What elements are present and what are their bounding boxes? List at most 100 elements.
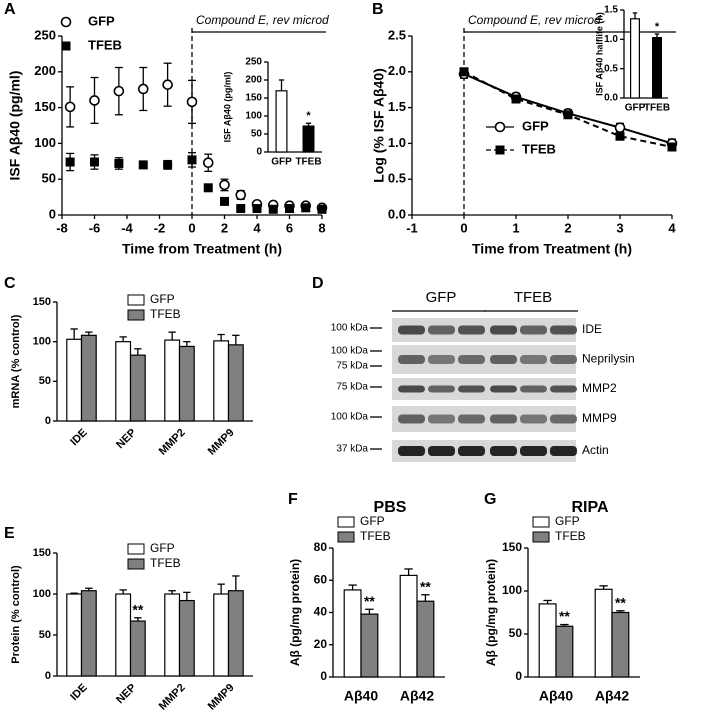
bar — [651, 36, 662, 99]
legend-label: GFP — [88, 13, 115, 28]
panel-letter: G — [484, 491, 496, 508]
legend-label: TFEB — [150, 307, 181, 321]
y-tick-label: 200 — [34, 63, 56, 78]
marker — [268, 204, 278, 214]
blot-marker: 100 kDa — [331, 323, 369, 334]
bar — [629, 18, 640, 99]
y-axis-label: ISF Aβ40 (pg/ml) — [7, 71, 23, 181]
blot-band — [398, 385, 425, 393]
legend-swatch — [127, 543, 145, 555]
blot-band — [490, 355, 517, 364]
x-tick-label: 8 — [318, 220, 325, 235]
y-tick-label: 100 — [33, 588, 51, 600]
bar — [360, 613, 379, 678]
x-tick-label: GFP — [271, 157, 292, 168]
bar — [538, 603, 557, 678]
y-tick-label: 0.5 — [604, 63, 618, 74]
blot-group-label: TFEB — [514, 289, 552, 306]
significance: ** — [615, 594, 626, 610]
x-tick-label: -6 — [89, 220, 101, 235]
y-tick-label: 150 — [245, 93, 262, 104]
y-tick-label: 2.0 — [388, 63, 406, 78]
bar — [213, 340, 230, 422]
blot-band — [550, 355, 577, 364]
legend-label: GFP — [522, 118, 549, 133]
x-tick-label: 0 — [188, 220, 195, 235]
marker — [90, 157, 99, 167]
bar — [178, 345, 195, 422]
panel-letter: D — [312, 275, 324, 292]
x-tick-label: 4 — [668, 220, 676, 235]
y-axis-label: Aβ (pg/mg protein) — [484, 559, 498, 666]
panel-letter: E — [4, 525, 15, 542]
y-tick-label: 0 — [320, 669, 327, 683]
marker — [65, 157, 75, 167]
significance: ** — [132, 601, 143, 617]
y-tick-label: 0 — [49, 206, 56, 221]
panel-letter: F — [288, 491, 298, 508]
x-tick-label: GFP — [625, 103, 646, 114]
x-axis-label: Time from Treatment (h) — [472, 241, 632, 257]
x-tick-label: Aβ42 — [400, 688, 434, 704]
blot-band — [550, 446, 577, 456]
bar — [164, 593, 181, 677]
bar — [275, 90, 288, 153]
y-tick-label: 40 — [314, 605, 328, 619]
bar — [594, 588, 613, 678]
blot-band — [520, 414, 547, 424]
bar — [555, 625, 574, 678]
y-tick-label: 0 — [45, 415, 51, 427]
x-tick-label: -1 — [406, 220, 418, 235]
marker — [667, 142, 677, 152]
marker — [203, 183, 213, 193]
x-tick-label: Aβ40 — [344, 688, 378, 704]
x-tick-label: 3 — [616, 220, 623, 235]
y-tick-label: 100 — [502, 583, 522, 597]
blot-band — [428, 385, 455, 393]
legend-marker — [495, 145, 505, 155]
legend-marker — [60, 16, 72, 28]
annotation: Compound E, rev microd — [196, 13, 329, 27]
y-tick-label: 100 — [33, 336, 51, 348]
marker — [137, 83, 149, 95]
x-tick-label: 2 — [564, 220, 571, 235]
legend-swatch — [127, 309, 145, 321]
x-tick-label: NEP — [114, 682, 138, 706]
marker — [202, 157, 214, 169]
bar — [302, 125, 315, 153]
significance: ** — [559, 608, 570, 624]
blot-band — [550, 385, 577, 393]
y-tick-label: 150 — [34, 99, 56, 114]
legend-label: TFEB — [150, 556, 181, 570]
y-tick-label: 80 — [314, 540, 328, 554]
x-tick-label: TFEB — [644, 103, 670, 114]
bar — [164, 339, 181, 422]
marker — [235, 189, 247, 201]
x-tick-label: TFEB — [295, 157, 321, 168]
marker — [186, 96, 198, 108]
y-tick-label: 250 — [34, 27, 56, 42]
y-tick-label: 150 — [33, 296, 51, 308]
legend-label: TFEB — [555, 529, 586, 543]
bar — [399, 574, 418, 678]
marker — [252, 204, 262, 214]
legend-label: GFP — [150, 541, 175, 555]
legend-swatch — [337, 516, 355, 528]
blot-band — [428, 355, 455, 364]
y-tick-label: 0.5 — [388, 171, 406, 186]
bar — [129, 620, 146, 677]
x-tick-label: 0 — [460, 220, 467, 235]
bar — [80, 590, 97, 677]
blot-band — [520, 385, 547, 393]
blot-band — [398, 446, 425, 456]
blot-band — [458, 325, 485, 335]
y-tick-label: 1.5 — [604, 5, 618, 16]
y-tick-label: 50 — [251, 129, 263, 140]
bar — [416, 600, 435, 678]
y-axis-label: mRNA (% control) — [10, 314, 22, 408]
marker — [285, 204, 294, 214]
y-axis-label: ISF Aβ40 (pg/ml) — [222, 72, 232, 143]
y-tick-label: 20 — [314, 637, 328, 651]
bar — [115, 341, 132, 422]
